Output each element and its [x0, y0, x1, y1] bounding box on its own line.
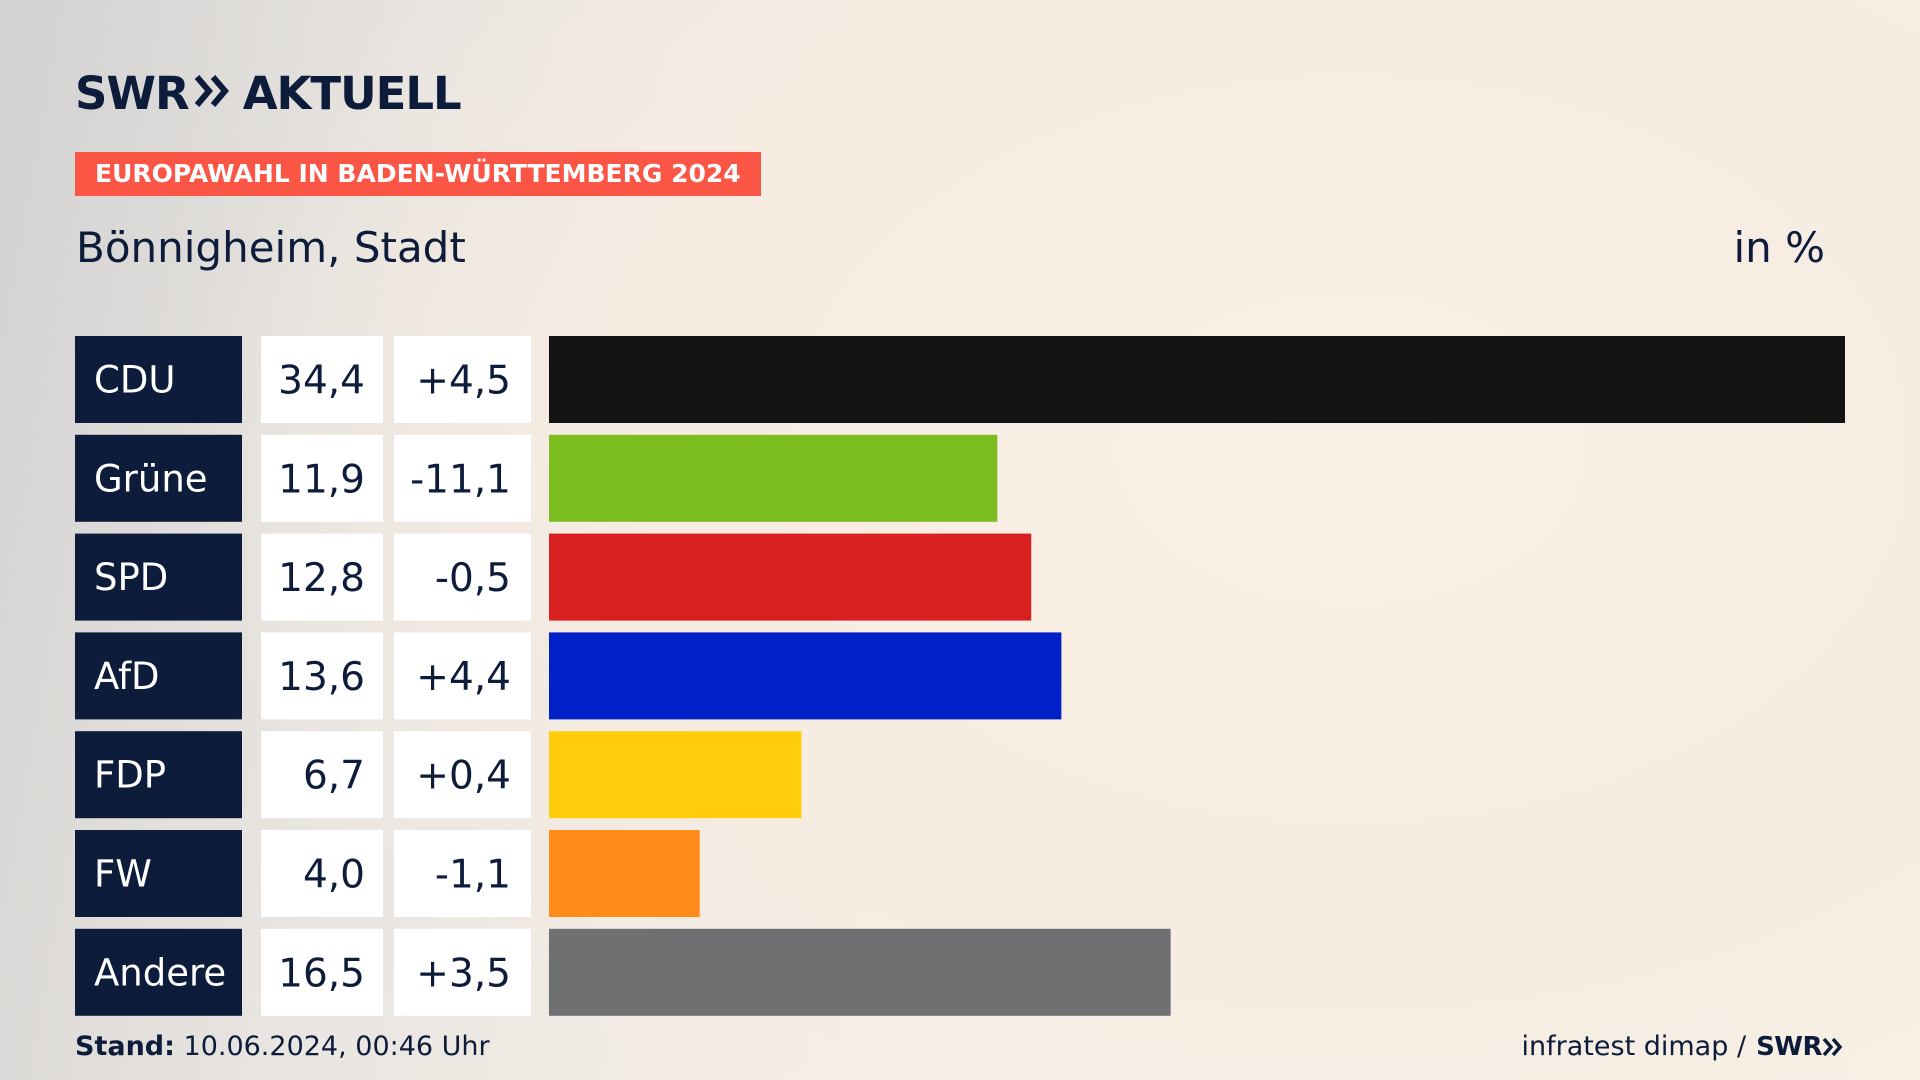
party-label: FW [94, 853, 152, 896]
swr-mini-text: SWR [1756, 1032, 1822, 1062]
timestamp: Stand: 10.06.2024, 00:46 Uhr [75, 1030, 490, 1064]
bar-andere [549, 928, 1171, 1016]
bar-cdu [549, 336, 1845, 423]
change-box [394, 533, 531, 621]
party-row-fw: FW 4,0 -1,1 [75, 830, 700, 917]
change-box [394, 928, 531, 1016]
value-label: 11,9 [278, 457, 365, 502]
swr-aktuell-logo: SWR AKTUELL [75, 66, 462, 120]
swr-mini-logo: SWR [1756, 1030, 1844, 1064]
value-box [261, 928, 383, 1016]
source-text: infratest dimap / [1521, 1031, 1747, 1062]
value-box [261, 533, 383, 621]
value-box [261, 434, 383, 522]
change-label: +0,4 [416, 754, 511, 799]
bar-fdp [549, 731, 802, 819]
value-label: 34,4 [278, 359, 365, 404]
party-label-box [75, 830, 242, 917]
party-label-box [75, 731, 242, 819]
value-label: 6,7 [303, 754, 365, 799]
value-box [261, 632, 383, 720]
party-row-spd: SPD 12,8 -0,5 [75, 533, 1032, 621]
change-label: -1,1 [435, 853, 511, 898]
party-row-cdu: CDU 34,4 +4,5 [75, 336, 1845, 423]
region-title: Bönnigheim, Stadt [76, 223, 466, 272]
party-label: FDP [94, 754, 166, 797]
stand-value: 10.06.2024, 00:46 Uhr [183, 1031, 490, 1062]
value-label: 4,0 [303, 853, 365, 898]
change-box [394, 632, 531, 720]
party-label: CDU [94, 359, 175, 402]
value-label: 12,8 [278, 556, 365, 601]
bar-spd [549, 533, 1032, 621]
party-row-afd: AfD 13,6 +4,4 [75, 632, 1062, 720]
party-label: SPD [94, 556, 168, 599]
value-label: 16,5 [278, 951, 365, 996]
bar-gr-ne [549, 434, 998, 522]
party-row-fdp: FDP 6,7 +0,4 [75, 731, 802, 819]
unit-label: in % [1733, 223, 1825, 272]
party-label-box [75, 632, 242, 720]
change-box [394, 336, 531, 423]
party-row-andere: Andere 16,5 +3,5 [75, 928, 1171, 1016]
party-label-box [75, 533, 242, 621]
election-badge: EUROPAWAHL IN BADEN-WÜRTTEMBERG 2024 [75, 152, 761, 196]
bar-fw [549, 830, 700, 917]
change-label: +4,5 [416, 359, 511, 404]
value-box [261, 336, 383, 423]
logo-aktuell-text: AKTUELL [242, 66, 462, 120]
change-label: +3,5 [416, 951, 511, 996]
party-label: AfD [94, 655, 160, 698]
change-label: -0,5 [435, 556, 511, 601]
value-box [261, 830, 383, 917]
source-credit: infratest dimap / SWR [1522, 1030, 1844, 1064]
logo-swr-text: SWR [75, 66, 190, 120]
value-box [261, 731, 383, 819]
stand-label: Stand: [75, 1031, 175, 1062]
change-box [394, 434, 531, 522]
party-label-box [75, 928, 242, 1016]
change-box [394, 731, 531, 819]
bar-afd [549, 632, 1062, 720]
double-chevron-small-icon [1822, 1037, 1843, 1057]
change-box [394, 830, 531, 917]
party-row-gr-ne: Grüne 11,9 -11,1 [75, 434, 998, 522]
double-chevron-icon [193, 67, 231, 120]
party-label-box [75, 434, 242, 522]
value-label: 13,6 [278, 655, 365, 700]
change-label: +4,4 [416, 655, 511, 700]
change-label: -11,1 [410, 457, 511, 502]
party-label: Grüne [94, 457, 208, 500]
party-label: Andere [94, 951, 226, 994]
party-label-box [75, 336, 242, 423]
